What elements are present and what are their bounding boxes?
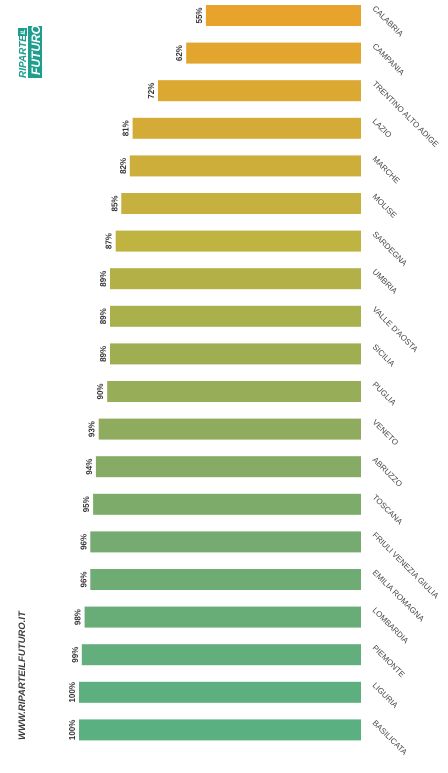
bar-sardegna <box>115 230 361 252</box>
riparte-il-futuro-logo: RIPARTE IL FUTURO <box>15 24 43 78</box>
logo-line2: FUTURO <box>29 24 43 75</box>
region-label: TOSCANA <box>371 493 405 527</box>
bar-piemonte <box>81 644 362 666</box>
value-label: 89% <box>99 308 108 324</box>
value-label: 87% <box>105 233 114 249</box>
region-label: LAZIO <box>371 117 394 140</box>
value-label: 90% <box>96 383 105 399</box>
bar-calabria <box>205 5 361 26</box>
region-label: PIEMONTE <box>371 643 407 679</box>
value-label: 99% <box>71 647 80 663</box>
bar-sicilia <box>110 343 361 365</box>
value-label: 100% <box>68 682 77 702</box>
bar-emilia-romagna <box>90 569 362 590</box>
region-label: CAMPANIA <box>371 42 407 78</box>
value-label: 81% <box>122 120 131 136</box>
region-label: PUGLIA <box>371 380 399 408</box>
bar-veneto <box>98 418 361 440</box>
region-label: TRENTINO ALTO ADIGE <box>371 79 441 149</box>
bar-basilicata <box>79 719 361 741</box>
region-label: SARDEGNA <box>371 230 410 269</box>
value-label: 95% <box>82 496 91 512</box>
value-label: 89% <box>99 346 108 362</box>
region-label: VENETO <box>371 418 401 448</box>
region-label: ABRUZZO <box>371 455 404 488</box>
bar-friuli-venezia-giulia <box>90 531 362 553</box>
bar-campania <box>186 42 361 64</box>
bar-lazio <box>132 117 361 139</box>
region-label: MARCHE <box>371 154 402 185</box>
region-label: FRIULI VENEZIA GIULIA <box>371 530 441 600</box>
region-label: LIGURIA <box>371 681 400 710</box>
value-label: 82% <box>119 158 128 174</box>
bar-umbria <box>110 268 361 290</box>
bar-molise <box>121 193 361 214</box>
value-label: 93% <box>88 421 97 437</box>
website-url: WWW.RIPARTEILFUTURO.IT <box>17 610 28 740</box>
bar-marche <box>129 155 361 177</box>
value-label: 89% <box>99 271 108 287</box>
value-label: 72% <box>147 83 156 99</box>
value-label: 100% <box>68 720 77 740</box>
region-label: MOLISE <box>371 192 399 220</box>
bar-puglia <box>107 381 361 402</box>
bar-trentino-alto-adige <box>158 80 361 102</box>
region-label: BASILICATA <box>371 718 410 757</box>
region-label: CALABRIA <box>371 4 406 39</box>
region-label: UMBRIA <box>371 267 400 296</box>
value-label: 98% <box>74 609 83 625</box>
logo-badge-text: IL <box>21 29 27 35</box>
value-label: 62% <box>175 45 184 61</box>
logo-badge <box>18 28 27 36</box>
bar-lombardia <box>84 606 361 628</box>
bar-liguria <box>79 681 361 703</box>
bar-valle-d-aosta <box>110 305 361 327</box>
bar-abruzzo <box>95 456 362 478</box>
value-label: 96% <box>79 571 88 587</box>
region-label: LOMBARDIA <box>371 606 411 646</box>
value-label: 94% <box>85 459 94 475</box>
logo-line1: RIPARTE <box>18 35 29 78</box>
value-label: 85% <box>110 195 119 211</box>
value-label: 96% <box>79 534 88 550</box>
bar-toscana <box>93 493 361 515</box>
value-label: 55% <box>195 7 204 23</box>
region-label: SICILIA <box>371 342 397 368</box>
